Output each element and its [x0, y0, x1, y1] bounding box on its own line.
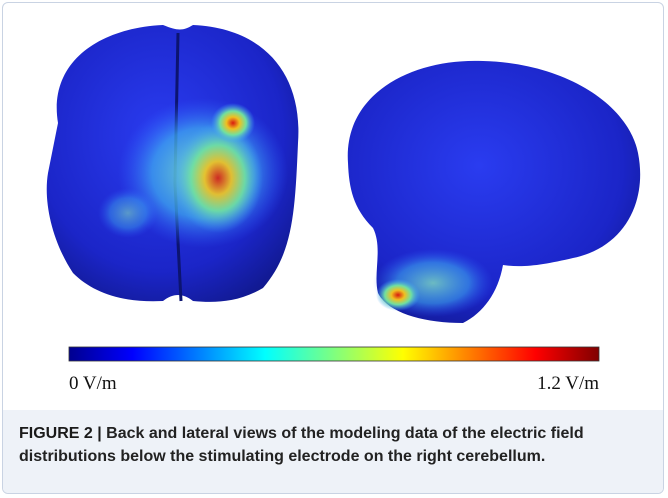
colorbar-min-label: 0 V/m	[69, 373, 117, 394]
caption-text: Back and lateral views of the modeling d…	[19, 425, 584, 465]
colorbar-max-label: 1.2 V/m	[537, 373, 599, 394]
colorbar	[68, 346, 600, 362]
caption: FIGURE 2 | Back and lateral views of the…	[3, 410, 663, 493]
figure-art: 0 V/m 1.2 V/m	[46, 25, 641, 394]
lateral-view-brain	[347, 60, 641, 324]
figure-frame: 0 V/m 1.2 V/m FIGURE 2 | Back and latera…	[2, 2, 664, 494]
caption-label: FIGURE 2 |	[19, 425, 102, 442]
back-view-brain	[46, 25, 299, 302]
